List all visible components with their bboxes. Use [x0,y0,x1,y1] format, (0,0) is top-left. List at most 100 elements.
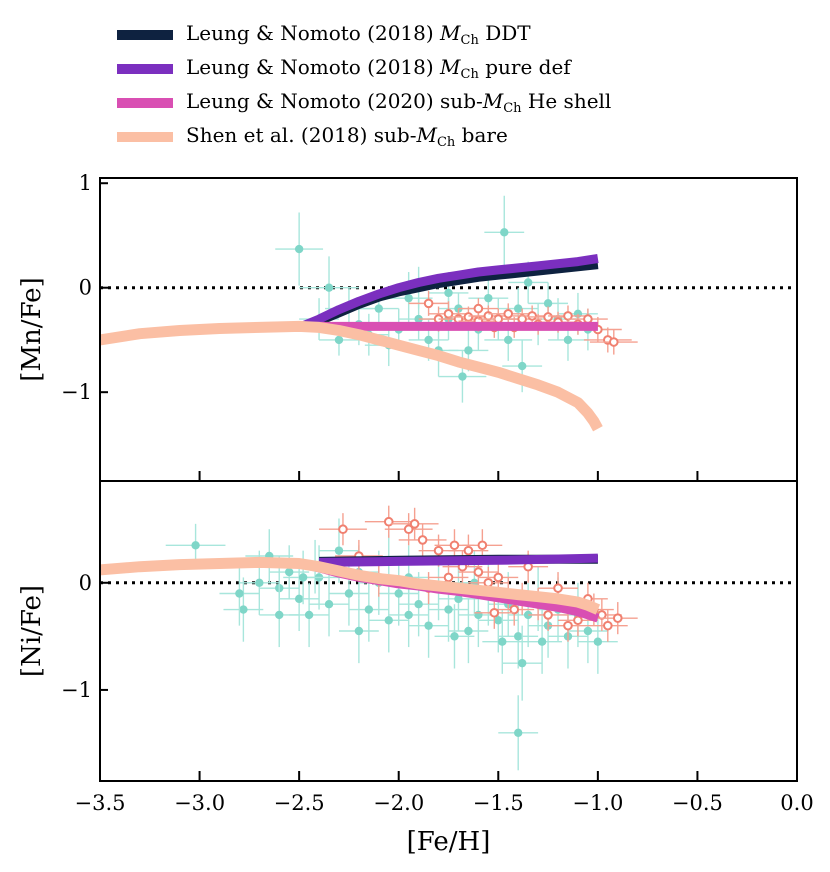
mn-marker [324,283,334,292]
ni-plot-area [100,505,797,771]
mn-marker [484,293,493,303]
ni-marker [463,545,474,556]
mn-marker [414,314,423,324]
mn-model-leung-nomoto-2018-m-ch-pure-def [297,254,599,332]
mn-marker [294,244,304,254]
ni-marker [537,637,547,646]
ni-marker [298,573,308,582]
mn-plot-area [100,195,797,432]
mn-ytick-label: −1 [61,380,92,404]
ni-marker [394,589,403,598]
mn-marker [503,309,514,319]
ni-marker [384,616,393,625]
ni-data-point [390,507,439,540]
ni-data-point [502,625,543,701]
ni-marker [563,620,573,631]
mn-data-point [358,292,399,325]
ni-data-point [474,596,515,629]
ni-data-point [364,505,413,538]
ni-marker [474,610,483,620]
xtick-label: 0.0 [780,791,813,815]
ni-data-point [309,572,349,637]
ni-marker [514,728,523,737]
ni-data-point [482,609,523,674]
ni-marker [477,540,488,551]
ni-panel: 0 −1 [Ni/Fe] [17,480,798,782]
mn-marker [563,335,573,345]
ni-data-point [587,609,628,642]
ni-marker [553,583,563,593]
ni-marker [454,594,463,604]
ni-marker [275,610,284,620]
ni-marker [450,632,459,641]
xtick-label: −3.5 [75,791,126,815]
mn-marker [473,303,484,314]
ni-marker [338,524,348,535]
mn-marker [493,314,504,324]
ni-data-point [462,529,503,562]
mn-data-point [458,298,499,320]
xtick-label: −2.5 [274,791,325,815]
ni-marker [443,572,454,583]
ni-marker [449,540,460,551]
legend-label-puredef: Leung & Nomoto (2018) MCh pure def [186,55,572,82]
ni-marker [284,567,294,577]
ni-marker [383,516,394,527]
ni-marker [344,589,354,598]
mn-marker [500,228,509,237]
ni-marker [573,615,583,626]
ni-marker [473,567,484,577]
ni-marker [304,610,314,620]
legend-label-shen: Shen et al. (2018) sub-MCh bare [186,123,508,150]
mn-marker [543,299,553,308]
ni-data-point [384,513,433,546]
ni-ytick-label: 0 [79,571,92,595]
ni-data-point [548,609,588,642]
mn-points-teal [275,195,608,403]
xtick-label: −2.0 [373,791,424,815]
ni-marker [294,594,304,604]
ni-marker [593,637,603,646]
mn-marker [404,293,413,303]
ni-data-point [597,602,638,635]
ni-ytick-label: −1 [61,678,92,702]
mn-ytick-label: 1 [79,171,92,195]
ni-marker [417,535,428,545]
legend-swatch-heshell [117,98,173,108]
mn-marker [423,298,434,309]
legend-label-ddt: Leung & Nomoto (2018) MCh DDT [186,21,531,48]
ni-marker [493,572,504,583]
ni-marker [354,626,364,636]
ni-marker [334,546,344,555]
ni-data-point [388,582,429,648]
ni-marker [603,620,613,631]
mn-data-point [438,350,487,403]
ni-marker [424,621,433,630]
ni-marker [324,600,334,609]
xlabel: [Fe/H] [407,827,491,857]
ni-data-point [522,609,563,674]
ni-data-point [319,513,367,546]
mn-data-point [484,195,525,269]
xtick-label: −1.5 [473,791,524,815]
ni-marker [483,577,494,588]
ni-ylabel: [Ni/Fe] [17,585,47,677]
xtick-label: −3.0 [174,791,225,815]
legend: Leung & Nomoto (2018) MCh DDT Leung & No… [117,21,611,150]
ni-marker [404,610,413,620]
legend-swatch-ddt [117,30,173,40]
ni-data-point [368,588,409,653]
mn-marker [608,337,619,347]
ni-marker [403,524,414,535]
mn-ytick-label: 0 [79,276,92,300]
ni-data-point [259,582,300,648]
mn-marker [374,304,383,313]
ni-marker [433,545,444,556]
ni-data-point [577,609,618,674]
ni-marker [235,589,244,598]
ni-data-point [338,598,379,664]
legend-label-heshell: Leung & Nomoto (2020) sub-MCh He shell [186,89,611,116]
mn-marker [334,335,344,345]
ni-marker [191,541,200,550]
mn-marker [514,304,523,313]
